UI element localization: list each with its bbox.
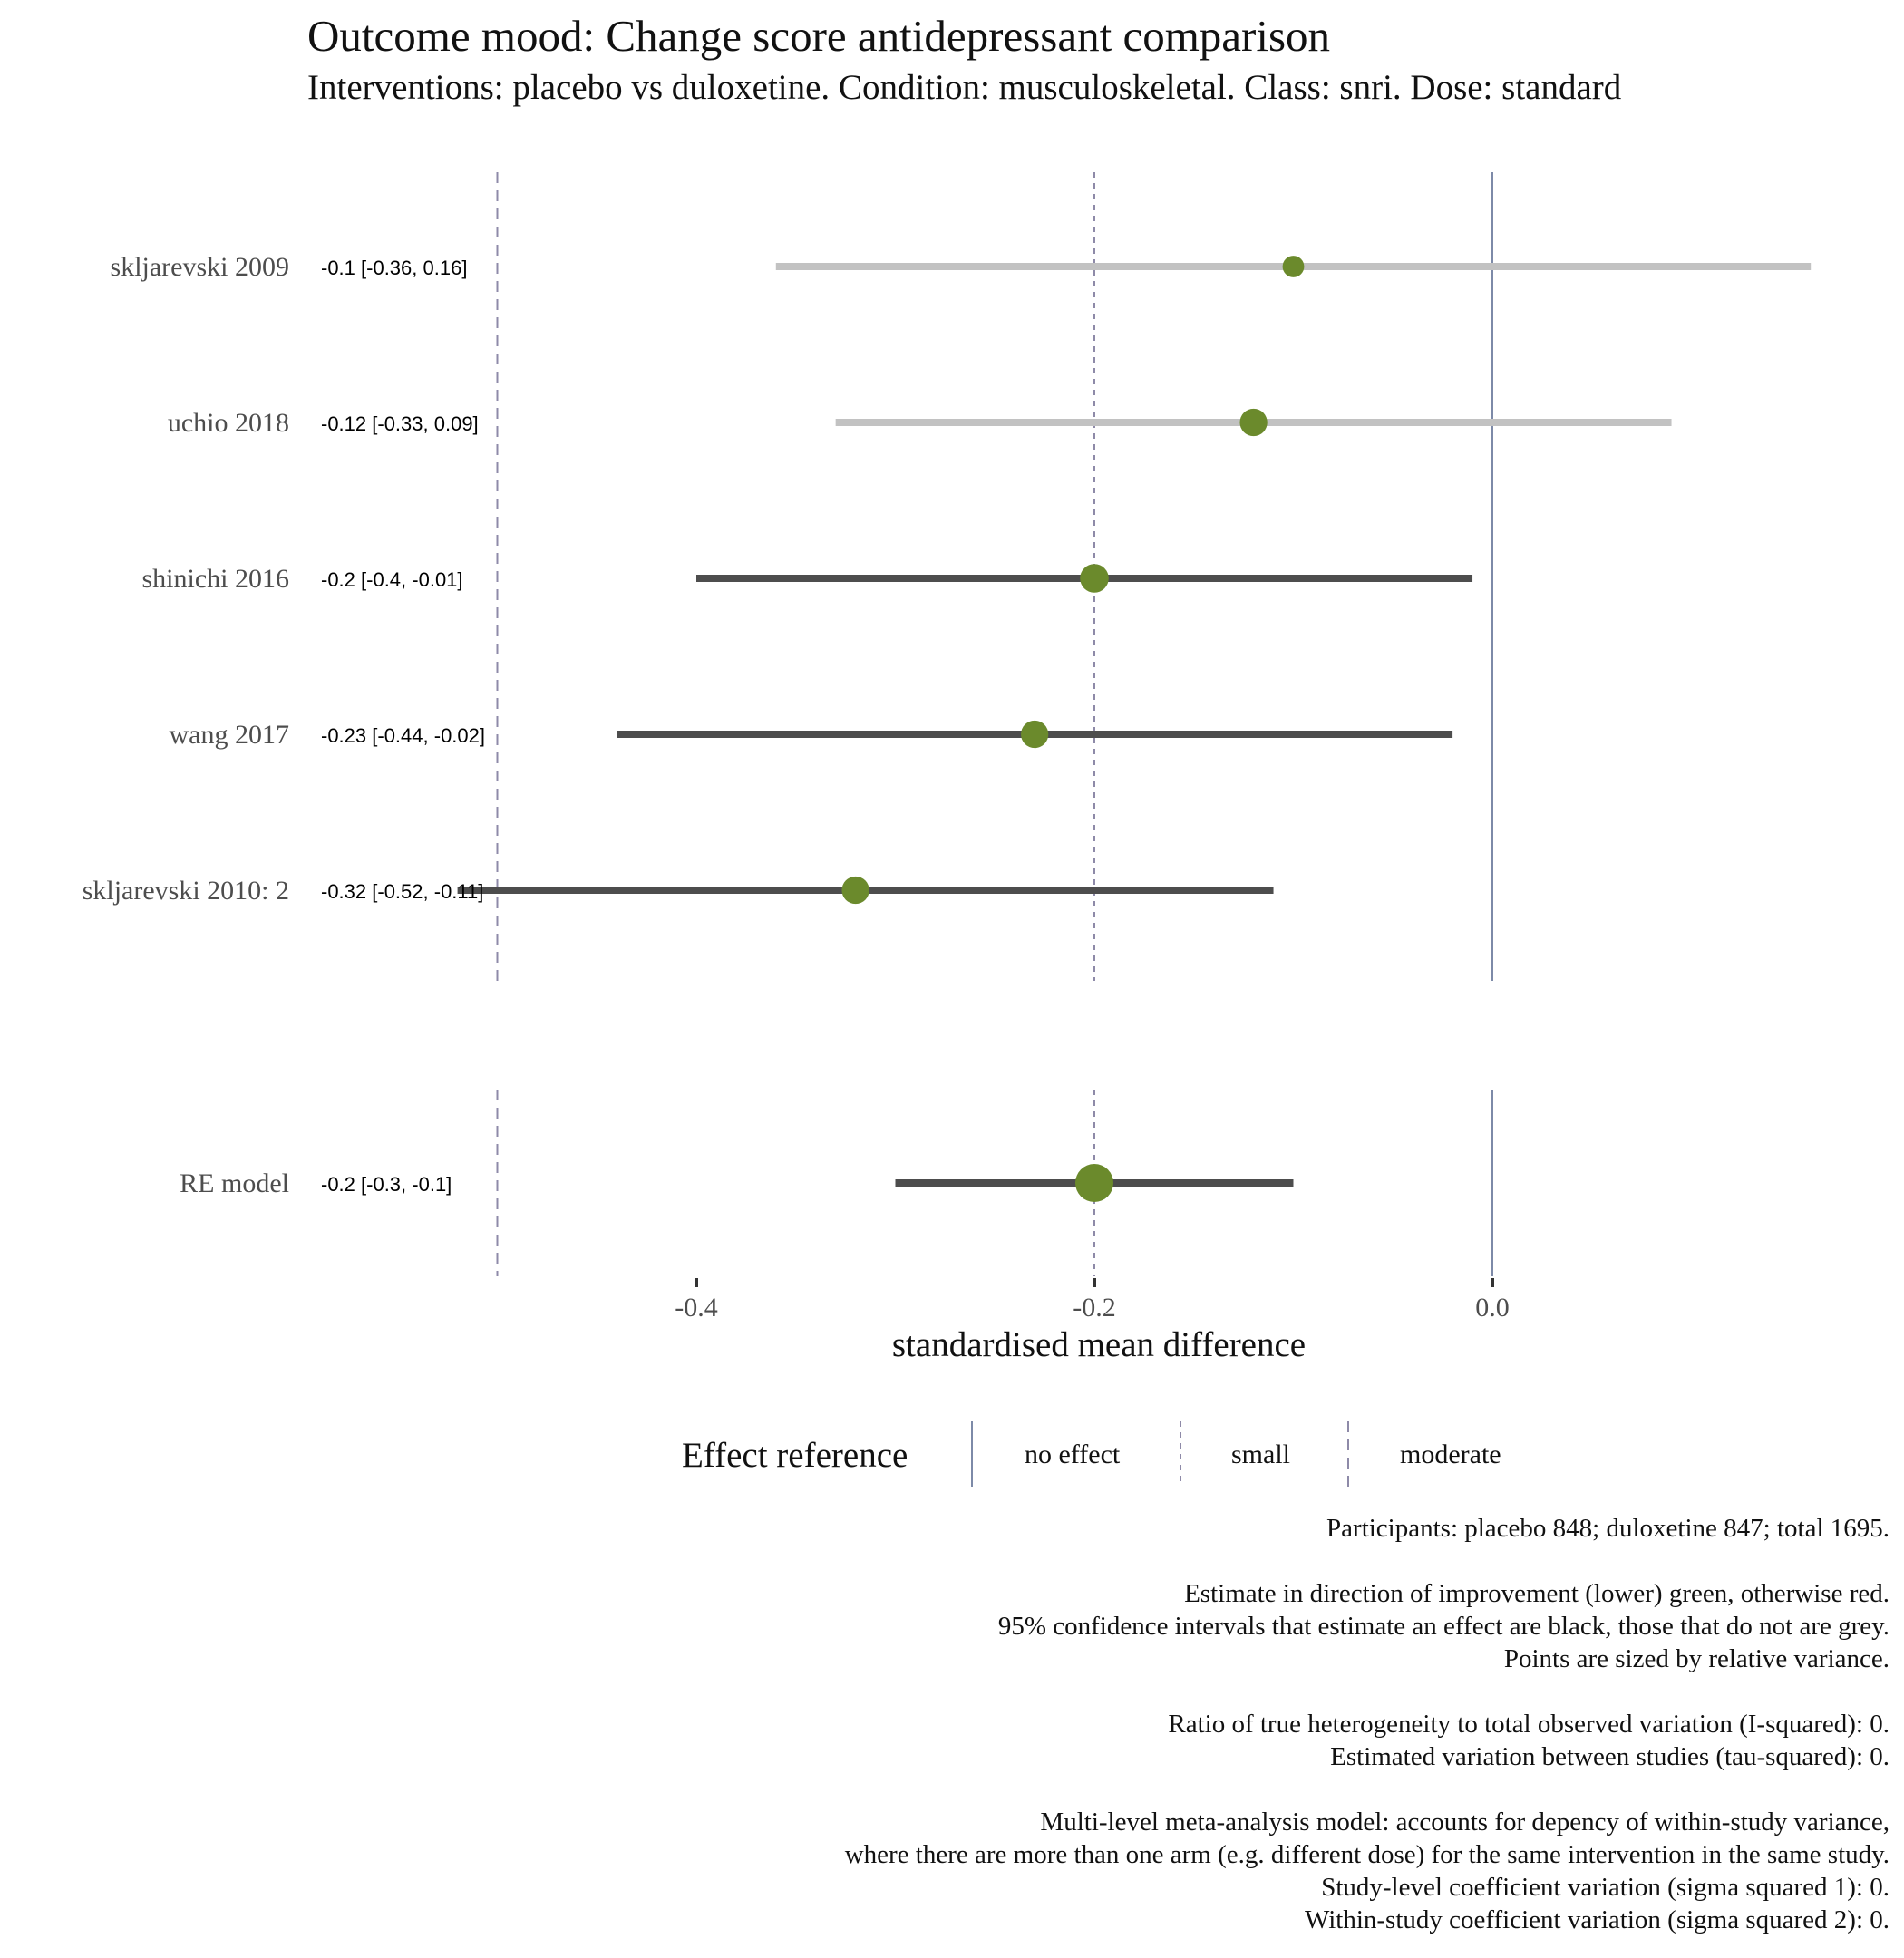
confidence-intervals [457,263,1812,1187]
legend-label-small: small [1231,1439,1290,1469]
study-label-re-model: RE model [180,1168,289,1198]
ci-label-shinichi-2016: -0.2 [-0.4, -0.01] [321,568,463,591]
study-label-skljarevski-2009: skljarevski 2009 [111,252,289,282]
ci-label-skljarevski-2010-2: -0.32 [-0.52, -0.11] [321,880,483,903]
x-tick-label-2: 0.0 [1475,1293,1510,1323]
footnote-line: Estimate in direction of improvement (lo… [1184,1579,1889,1608]
chart-subtitle: Interventions: placebo vs duloxetine. Co… [307,68,1622,107]
ci-label-skljarevski-2009: -0.1 [-0.36, 0.16] [321,257,467,279]
footnotes: Participants: placebo 848; duloxetine 84… [845,1512,1889,1936]
legend-label-no-effect: no effect [1025,1439,1121,1469]
footnote-spacer [845,1675,1889,1708]
x-tick-label-1: -0.2 [1073,1293,1116,1323]
footnote-spacer [845,1545,1889,1577]
point-skljarevski-2010-2 [841,876,869,905]
ci-label-re-model: -0.2 [-0.3, -0.1] [321,1173,452,1196]
study-label-uchio-2018: uchio 2018 [168,408,289,438]
x-tick-label-0: -0.4 [675,1293,718,1323]
footnote-line: Study-level coefficient variation (sigma… [1321,1873,1889,1902]
footnote-line: 95% confidence intervals that estimate a… [997,1612,1889,1641]
study-label-wang-2017: wang 2017 [170,720,289,750]
study-label-shinichi-2016: shinichi 2016 [142,564,290,594]
footnote-spacer [845,1773,1889,1806]
footnote-line: where there are more than one arm (e.g. … [844,1840,1889,1869]
study-labels: skljarevski 2009 uchio 2018 shinichi 2016 w… [83,252,289,1198]
footnote-line: Multi-level meta-analysis model: account… [1040,1808,1889,1837]
point-re-model [1075,1164,1113,1202]
point-uchio-2018 [1239,408,1268,437]
chart-title: Outcome mood: Change score antidepressan… [307,11,1331,61]
chart-header: Outcome mood: Change score antidepressan… [307,5,1849,109]
footnote-line: Ratio of true heterogeneity to total obs… [1168,1710,1889,1739]
point-wang-2017 [1021,720,1049,749]
study-label-skljarevski-2010-2: skljarevski 2010: 2 [83,876,289,906]
legend: Effect reference no effect small moderate [682,1421,1501,1487]
footnote-line: Estimated variation between studies (tau… [1330,1742,1889,1771]
ci-label-uchio-2018: -0.12 [-0.33, 0.09] [321,412,479,435]
legend-title: Effect reference [682,1436,908,1475]
x-axis-title: standardised mean difference [892,1325,1306,1364]
ci-labels: -0.1 [-0.36, 0.16] -0.12 [-0.33, 0.09] -0.… [321,257,485,1196]
footnote-line: Points are sized by relative variance. [1503,1644,1889,1673]
point-shinichi-2016 [1080,564,1109,593]
ci-label-wang-2017: -0.23 [-0.44, -0.02] [321,724,485,747]
reference-lines [496,172,1493,1276]
footnote-line: Participants: placebo 848; duloxetine 84… [1326,1514,1889,1543]
effect-points [841,256,1305,1202]
x-axis: -0.4 -0.2 0.0 standardised mean difference [675,1278,1510,1364]
footnote-line: Within-study coefficient variation (sigm… [1305,1905,1889,1934]
legend-label-moderate: moderate [1400,1439,1501,1469]
point-skljarevski-2009 [1282,256,1305,277]
